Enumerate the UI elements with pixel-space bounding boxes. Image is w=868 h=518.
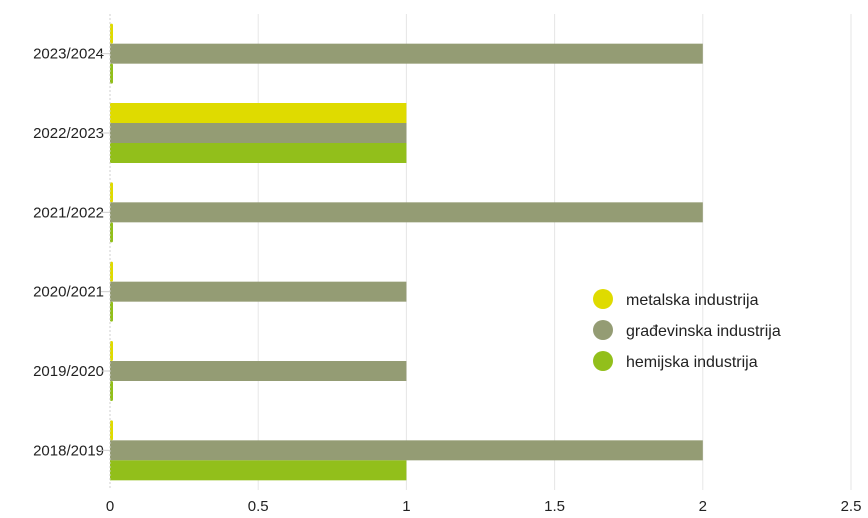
x-tick-label: 1.5 — [544, 498, 565, 515]
bar — [110, 123, 407, 143]
legend-label: hemijska industrija — [626, 354, 758, 371]
y-tick-label: 2018/2019 — [33, 442, 104, 459]
legend-marker — [593, 289, 613, 309]
bar — [110, 143, 407, 163]
axes: 0 0.5 1 1.5 2 2.5 2023/2024 2022/2023 2021/2022 2… — [33, 14, 861, 515]
y-tick-label: 2021/2022 — [33, 204, 104, 221]
y-tick-label: 2023/2024 — [33, 46, 104, 63]
legend-marker — [593, 320, 613, 340]
x-tick-label: 0.5 — [248, 498, 269, 515]
grid-lines — [257, 14, 852, 490]
bar — [110, 301, 113, 322]
x-tick-label: 2 — [699, 498, 707, 515]
x-tick-label: 0 — [106, 498, 114, 515]
bar — [110, 381, 113, 401]
y-tick-label: 2019/2020 — [33, 363, 104, 380]
legend-label: građevinska industrija — [626, 323, 781, 340]
bar — [110, 420, 113, 441]
x-tick-label: 2.5 — [841, 498, 862, 515]
bar — [110, 202, 703, 223]
bar — [110, 440, 703, 461]
x-tick-label: 1 — [402, 498, 410, 515]
bars — [110, 23, 703, 481]
bar — [110, 222, 113, 243]
y-tick-label: 2022/2023 — [33, 125, 104, 142]
bar — [110, 261, 113, 282]
bar — [110, 361, 407, 381]
bar — [110, 63, 113, 84]
bar — [110, 281, 407, 302]
bar — [110, 341, 113, 361]
legend: metalska industrija građevinska industrij… — [593, 289, 781, 371]
bar — [110, 460, 407, 481]
bar — [110, 182, 113, 203]
bar — [110, 43, 703, 64]
legend-label: metalska industrija — [626, 292, 759, 309]
bar — [110, 23, 113, 44]
legend-marker — [593, 351, 613, 371]
bar — [110, 103, 407, 123]
y-tick-label: 2020/2021 — [33, 284, 104, 301]
